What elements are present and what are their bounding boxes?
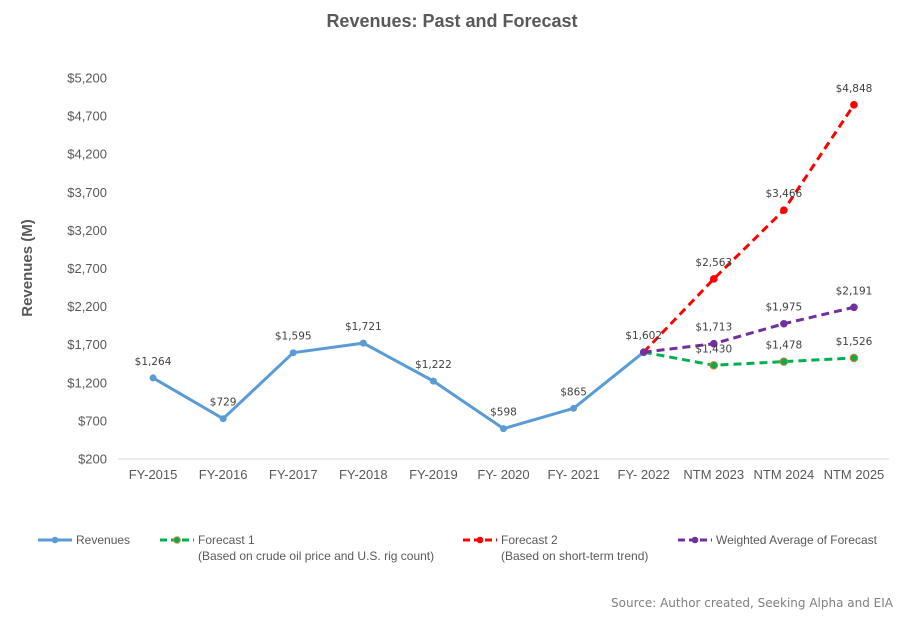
data-point: [709, 360, 719, 370]
data-point: [289, 349, 297, 357]
y-tick-label: $2,200: [67, 299, 107, 314]
y-tick-label: $200: [78, 452, 107, 467]
legend-swatch-marker: [51, 536, 59, 544]
data-label: $865: [560, 386, 587, 398]
series-line-revenues: [152, 341, 645, 431]
data-label: $598: [490, 407, 517, 419]
series-line-forecast-1: [643, 350, 855, 367]
legend-sublabel: (Based on crude oil price and U.S. rig c…: [198, 549, 434, 563]
y-tick-label: $700: [78, 413, 107, 428]
legend-item-weighted-average-of-forecast: Weighted Average of Forecast: [678, 533, 878, 547]
data-label: $1,478: [765, 340, 802, 352]
data-label: $4,848: [836, 83, 873, 95]
data-point: [500, 425, 507, 433]
data-point: [850, 303, 858, 312]
x-axis-ticks: FY-2015 FY-2016 FY-2017 FY-2018 FY-2019 FY- 2…: [129, 467, 885, 482]
series-group: [149, 101, 859, 433]
source-note: Source: Author created, Seeking Alpha an…: [611, 596, 894, 610]
y-tick-label: $1,700: [67, 337, 107, 352]
y-tick-label: $4,700: [67, 109, 107, 124]
legend-swatch-marker: [173, 536, 181, 544]
x-tick-label: NTM 2023: [683, 467, 744, 482]
y-tick-label: $1,200: [67, 375, 107, 390]
x-tick-label: FY- 2022: [618, 467, 670, 482]
data-point: [149, 374, 157, 382]
x-tick-label: FY-2016: [199, 467, 248, 482]
data-point: [849, 353, 859, 363]
data-label: $1,526: [836, 336, 873, 348]
legend-swatch-marker: [476, 536, 484, 544]
data-label: $3,466: [765, 188, 802, 200]
data-label: $729: [210, 397, 237, 409]
data-label: $2,191: [836, 285, 873, 297]
x-tick-label: FY- 2020: [477, 467, 529, 482]
data-point: [850, 101, 858, 109]
data-point: [429, 377, 437, 385]
x-tick-label: NTM 2024: [754, 467, 815, 482]
legend: Revenues Forecast 1 (Based on crude oil pr…: [38, 533, 878, 563]
legend-item-forecast-2: Forecast 2 (Based on short-term trend): [463, 533, 648, 563]
data-point: [359, 339, 367, 347]
chart-title: Revenues: Past and Forecast: [326, 11, 577, 31]
data-label: $1,595: [275, 331, 312, 343]
x-tick-label: FY-2019: [409, 467, 458, 482]
y-tick-label: $5,200: [67, 71, 107, 86]
y-axis-ticks: $200 $700 $1,200 $1,700 $2,200 $2,700 $3,200 $3…: [67, 71, 107, 467]
legend-sublabel: (Based on short-term trend): [501, 549, 648, 563]
legend-label: Revenues: [76, 533, 130, 547]
data-label: $1,975: [765, 302, 802, 314]
x-tick-label: FY- 2021: [547, 467, 599, 482]
data-point: [219, 415, 227, 423]
series-line-weighted-average-of-forecast: [643, 305, 855, 354]
x-tick-label: FY-2018: [339, 467, 388, 482]
data-label: $1,713: [695, 322, 732, 334]
y-tick-label: $2,700: [67, 261, 107, 276]
x-tick-label: FY-2015: [129, 467, 178, 482]
legend-label: Forecast 1: [198, 533, 255, 547]
data-label: $1,721: [345, 321, 382, 333]
legend-swatch-marker: [691, 536, 699, 544]
data-point: [570, 404, 578, 412]
data-label: $1,430: [695, 343, 732, 355]
data-label: $1,264: [135, 356, 172, 368]
y-tick-label: $4,200: [67, 147, 107, 162]
legend-label: Forecast 2: [501, 533, 558, 547]
series-line-forecast-2: [642, 103, 856, 354]
legend-item-forecast-1: Forecast 1 (Based on crude oil price and …: [160, 533, 434, 563]
data-point: [779, 357, 789, 366]
data-point: [780, 319, 788, 328]
data-labels: $1,264 $729 $1,595 $1,721 $1,222 $598 $865 $1,6…: [135, 83, 873, 419]
legend-item-revenues: Revenues: [38, 533, 130, 547]
data-point: [639, 348, 648, 356]
data-label: $1,602: [625, 330, 662, 342]
y-axis-label: Revenues (M): [19, 219, 36, 317]
y-tick-label: $3,200: [67, 223, 107, 238]
data-label: $2,563: [695, 257, 732, 269]
data-point: [780, 206, 788, 214]
data-label: $1,222: [415, 359, 452, 371]
y-tick-label: $3,700: [67, 185, 107, 200]
data-point: [709, 339, 718, 348]
legend-label: Weighted Average of Forecast: [716, 533, 878, 547]
data-point: [709, 275, 718, 283]
x-tick-label: FY-2017: [269, 467, 318, 482]
x-tick-label: NTM 2025: [824, 467, 885, 482]
